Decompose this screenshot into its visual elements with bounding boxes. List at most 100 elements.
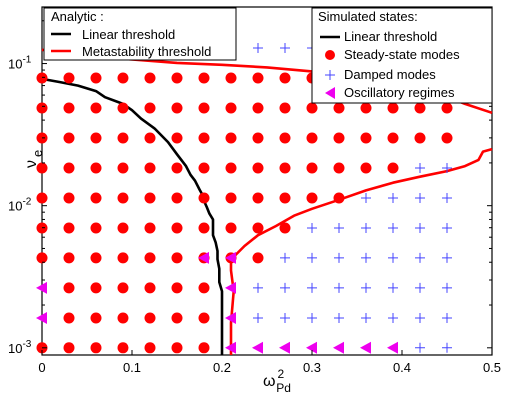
steady-state-marker xyxy=(64,252,75,263)
steady-state-marker xyxy=(415,102,426,113)
steady-state-marker xyxy=(361,102,372,113)
steady-state-marker xyxy=(37,102,48,113)
steady-state-marker xyxy=(415,132,426,143)
steady-state-marker xyxy=(172,72,183,83)
steady-state-marker xyxy=(91,313,102,324)
x-tick-label: 0.1 xyxy=(123,360,141,375)
steady-state-marker xyxy=(388,132,399,143)
steady-state-marker xyxy=(361,132,372,143)
steady-state-marker xyxy=(145,252,156,263)
steady-state-marker xyxy=(37,192,48,203)
steady-state-marker xyxy=(64,313,75,324)
steady-state-marker xyxy=(253,132,264,143)
steady-state-marker xyxy=(307,162,318,173)
steady-state-marker xyxy=(91,222,102,233)
steady-state-marker xyxy=(64,72,75,83)
y-tick-label: 10-2 xyxy=(8,197,32,214)
steady-state-marker xyxy=(172,102,183,113)
steady-state-marker xyxy=(388,162,399,173)
steady-state-marker xyxy=(172,192,183,203)
steady-state-marker xyxy=(334,132,345,143)
steady-state-marker xyxy=(307,132,318,143)
steady-state-marker xyxy=(334,192,345,203)
steady-state-marker xyxy=(172,282,183,293)
steady-state-marker xyxy=(199,72,210,83)
steady-state-marker xyxy=(253,162,264,173)
steady-state-marker xyxy=(280,72,291,83)
steady-state-marker xyxy=(64,342,75,353)
steady-state-marker xyxy=(118,313,129,324)
steady-state-marker xyxy=(172,313,183,324)
steady-state-marker xyxy=(280,102,291,113)
y-tick-label: 10-1 xyxy=(8,55,32,72)
steady-state-marker xyxy=(118,162,129,173)
steady-state-marker xyxy=(64,162,75,173)
steady-state-marker xyxy=(226,222,237,233)
steady-state-marker xyxy=(118,132,129,143)
steady-state-marker xyxy=(199,102,210,113)
legend-steady-state-marker xyxy=(325,50,335,60)
steady-state-marker xyxy=(64,222,75,233)
steady-state-marker xyxy=(145,72,156,83)
x-tick-label: 0.2 xyxy=(213,360,231,375)
steady-state-marker xyxy=(226,132,237,143)
steady-state-marker xyxy=(361,162,372,173)
legend-oscillatory-label: Oscillatory regimes xyxy=(344,85,455,100)
steady-state-marker xyxy=(37,72,48,83)
steady-state-marker xyxy=(226,192,237,203)
steady-state-marker xyxy=(118,72,129,83)
steady-state-marker xyxy=(253,192,264,203)
steady-state-marker xyxy=(253,72,264,83)
x-tick-label: 0.5 xyxy=(483,360,501,375)
steady-state-marker xyxy=(91,192,102,203)
steady-state-marker xyxy=(64,282,75,293)
steady-state-marker xyxy=(91,342,102,353)
steady-state-marker xyxy=(91,162,102,173)
steady-state-marker xyxy=(199,132,210,143)
x-axis-label-sup: 2 xyxy=(278,367,285,381)
steady-state-marker xyxy=(64,192,75,203)
steady-state-marker xyxy=(172,222,183,233)
y-tick-label: 10-3 xyxy=(8,339,32,356)
steady-state-marker xyxy=(388,102,399,113)
steady-state-marker xyxy=(91,72,102,83)
legend-damped-label: Damped modes xyxy=(344,67,436,82)
steady-state-marker xyxy=(145,132,156,143)
steady-state-marker xyxy=(226,162,237,173)
steady-state-marker xyxy=(172,162,183,173)
steady-state-marker xyxy=(91,132,102,143)
steady-state-marker xyxy=(118,282,129,293)
x-axis-label-sub: Pd xyxy=(276,381,291,395)
steady-state-marker xyxy=(145,282,156,293)
steady-state-marker xyxy=(145,342,156,353)
steady-state-marker xyxy=(199,282,210,293)
steady-state-marker xyxy=(64,102,75,113)
legend-analytic-title: Analytic : xyxy=(51,9,104,24)
steady-state-marker xyxy=(199,162,210,173)
steady-state-marker xyxy=(199,342,210,353)
steady-state-marker xyxy=(118,222,129,233)
steady-state-marker xyxy=(145,313,156,324)
steady-state-marker xyxy=(280,162,291,173)
legend-steady-state-label: Steady-state modes xyxy=(344,47,460,62)
steady-state-marker xyxy=(145,192,156,203)
steady-state-marker xyxy=(442,102,453,113)
legend-simulated-linear-label: Linear threshold xyxy=(344,29,437,44)
x-axis-label: ω 2 Pd xyxy=(263,367,291,395)
steady-state-marker xyxy=(226,72,237,83)
steady-state-marker xyxy=(253,252,264,263)
steady-state-marker xyxy=(172,342,183,353)
steady-state-marker xyxy=(307,102,318,113)
steady-state-marker xyxy=(145,102,156,113)
steady-state-marker xyxy=(280,132,291,143)
steady-state-marker xyxy=(199,313,210,324)
steady-state-marker xyxy=(253,102,264,113)
legend-analytic-linear-label: Linear threshold xyxy=(82,27,175,42)
x-tick-label: 0 xyxy=(38,360,45,375)
steady-state-marker xyxy=(91,282,102,293)
steady-state-marker xyxy=(307,192,318,203)
legend-simulated: Simulated states: Linear threshold Stead… xyxy=(312,8,492,103)
steady-state-marker xyxy=(145,162,156,173)
steady-state-marker xyxy=(334,102,345,113)
